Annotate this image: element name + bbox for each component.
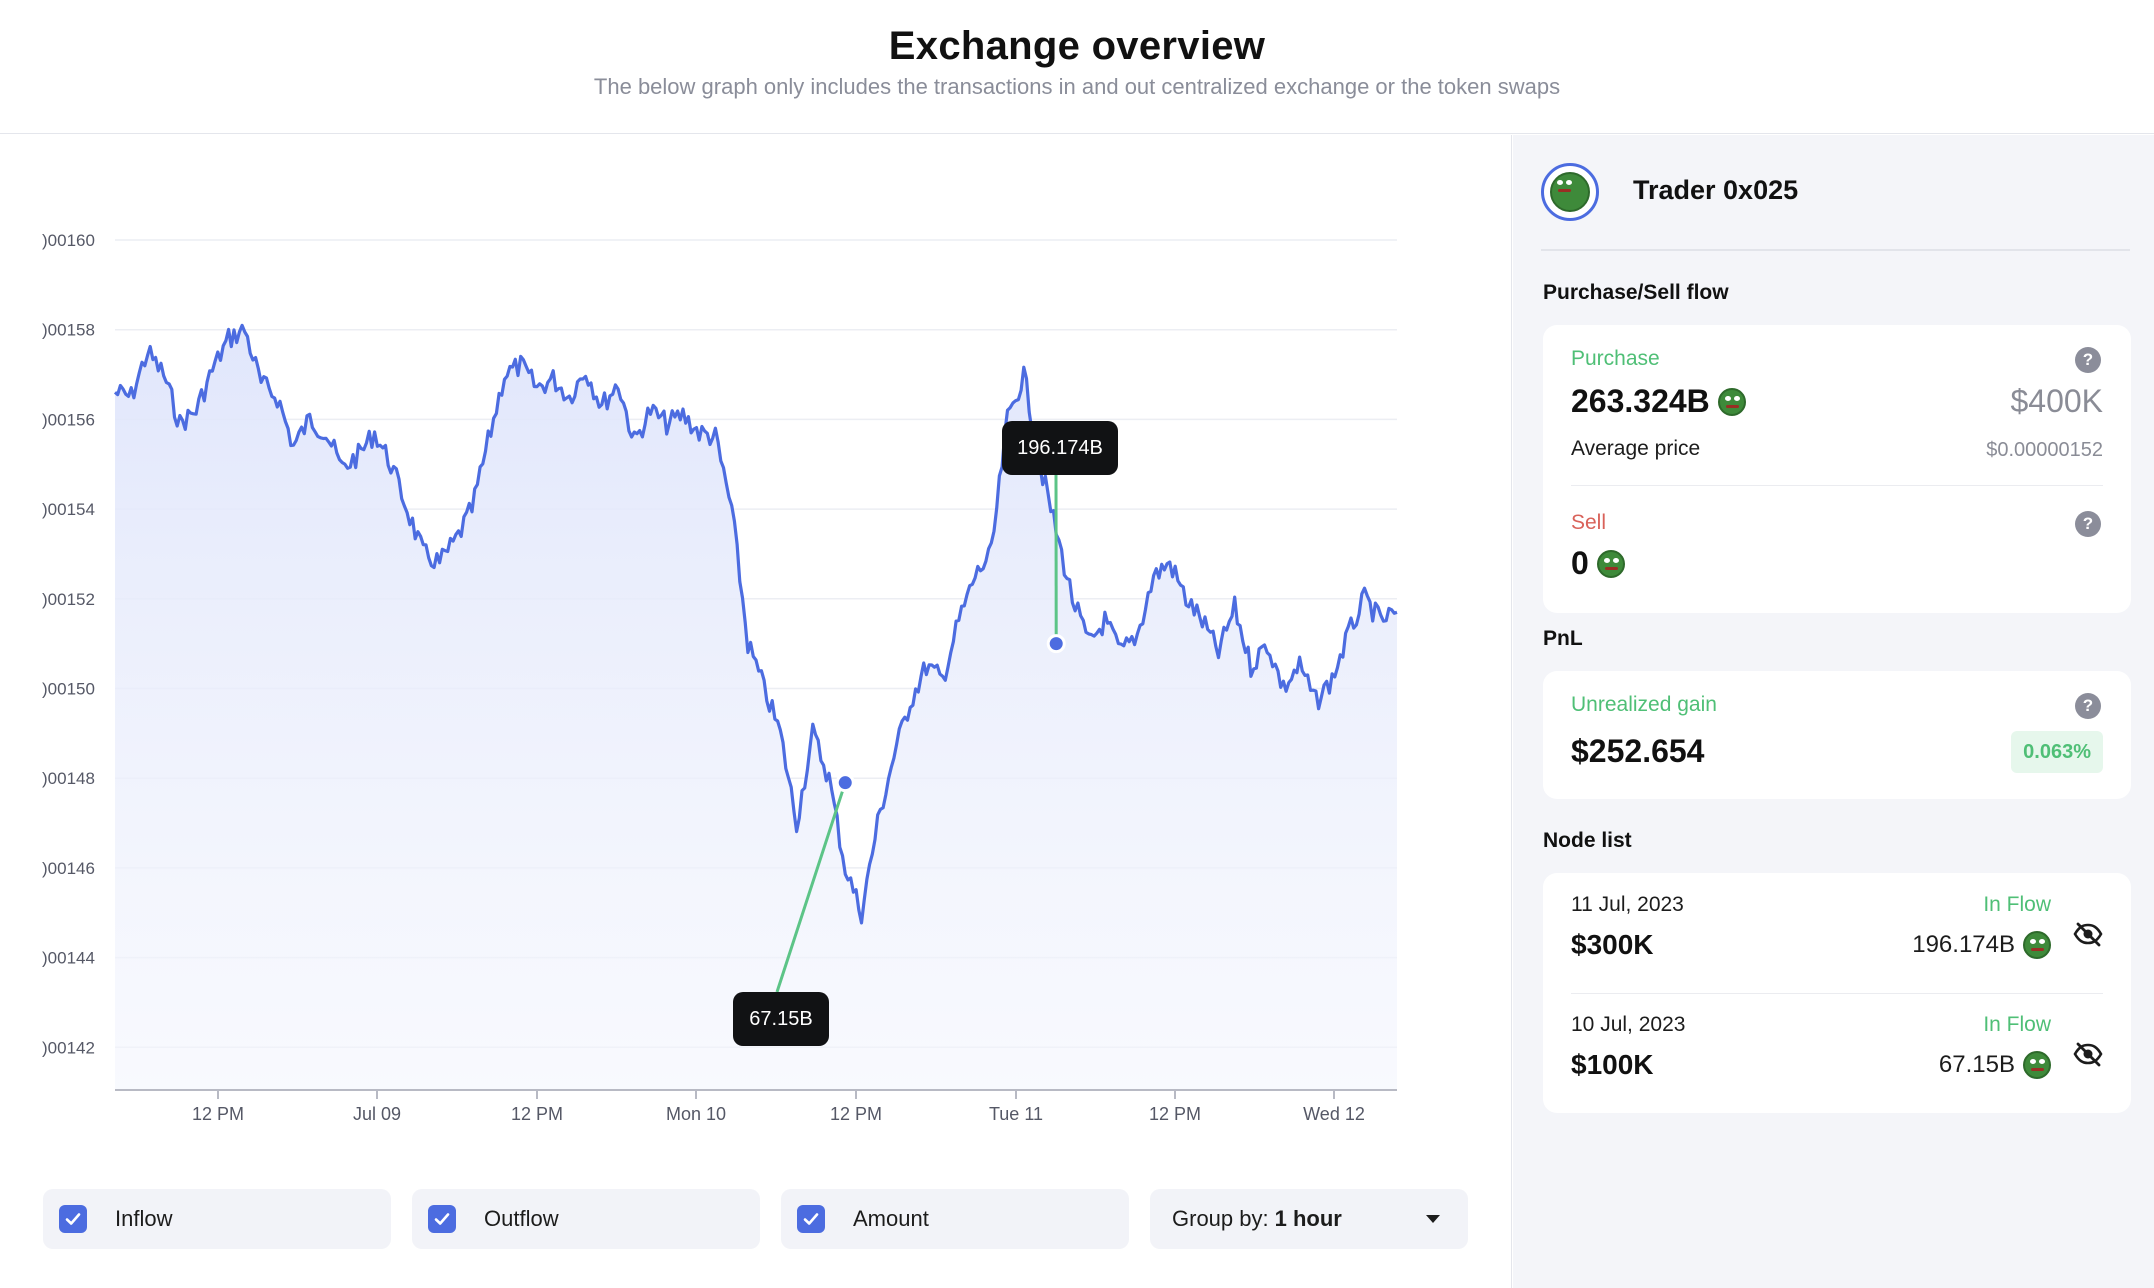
amount-label: Amount	[853, 1206, 929, 1231]
amount-toggle[interactable]: Amount	[781, 1189, 1129, 1249]
chart-tooltip-67: 67.15B	[733, 992, 829, 1046]
question-mark-icon[interactable]: ?	[2075, 347, 2101, 373]
chart-tooltip-196: 196.174B	[1002, 421, 1118, 475]
outflow-label: Outflow	[484, 1206, 559, 1231]
chart-series-line	[113, 323, 1398, 925]
sell-label: Sell	[1571, 511, 1607, 534]
page-header: Exchange overview The below graph only i…	[0, 0, 2154, 134]
y-tick-label: )00146	[42, 859, 95, 878]
inflow-label: Inflow	[115, 1206, 173, 1231]
average-price-value: $0.00000152	[1986, 439, 2103, 461]
unrealized-gain-value: $252.654	[1571, 733, 1705, 769]
list-item[interactable]: 10 Jul, 2023 In Flow $100K 67.15B	[1543, 993, 2131, 1113]
group-by-label: Group by:	[1172, 1206, 1269, 1231]
list-item[interactable]: 11 Jul, 2023 In Flow $300K 196.174B	[1543, 873, 2131, 993]
node-usd: $300K	[1571, 929, 1654, 960]
check-icon	[803, 1213, 819, 1225]
node-date: 10 Jul, 2023	[1571, 1013, 1686, 1036]
unrealized-gain-label: Unrealized gain	[1571, 693, 1717, 716]
amount-checkbox[interactable]	[797, 1205, 825, 1233]
outflow-toggle[interactable]: Outflow	[412, 1189, 760, 1249]
node-date: 11 Jul, 2023	[1571, 893, 1684, 916]
x-tick-label: 12 PM	[511, 1104, 563, 1124]
pnl-card: Unrealized gain ? $252.654 0.063%	[1543, 671, 2131, 799]
x-tick-label: 12 PM	[1149, 1104, 1201, 1124]
annotation-connector	[775, 782, 847, 993]
chart-area	[115, 325, 1397, 1090]
frog-token-icon	[2023, 1051, 2051, 1079]
group-by-value: 1 hour	[1274, 1206, 1342, 1231]
y-tick-label: )00156	[42, 410, 95, 429]
outflow-checkbox[interactable]	[428, 1205, 456, 1233]
purchase-amount: 263.324B	[1571, 383, 1710, 419]
node-flow: In Flow	[1983, 1013, 2051, 1036]
node-list-title: Node list	[1543, 829, 1632, 852]
pnl-title: PnL	[1543, 627, 1583, 650]
annotation-point	[835, 773, 855, 793]
page-subtitle: The below graph only includes the transa…	[593, 74, 1561, 99]
check-icon	[65, 1213, 81, 1225]
node-amount-row: 196.174B	[1912, 931, 2051, 959]
sell-amount-row: 0	[1571, 545, 1625, 582]
y-tick-label: )00148	[42, 769, 95, 788]
page-title: Exchange overview	[888, 24, 1266, 68]
frog-token-icon	[2023, 931, 2051, 959]
inflow-toggle[interactable]: Inflow	[43, 1189, 391, 1249]
exchange-chart[interactable]: )00160 )00158 )00156 )00154 )00152 )00150 )001…	[0, 135, 1512, 1175]
x-tick-label: Mon 10	[666, 1104, 726, 1124]
purchase-sell-card: Purchase ? 263.324B $400K Average price …	[1543, 325, 2131, 613]
y-tick-label: )00142	[42, 1038, 95, 1057]
group-by-dropdown[interactable]: Group by: 1 hour	[1150, 1189, 1468, 1249]
y-tick-label: )00144	[42, 949, 95, 968]
y-tick-label: )00154	[42, 500, 95, 519]
y-tick-label: )00158	[42, 321, 95, 340]
sidebar: Trader 0x025 Purchase/Sell flow Purchase…	[1513, 135, 2154, 1288]
node-flow: In Flow	[1983, 893, 2051, 916]
x-tick-label: Jul 09	[353, 1104, 401, 1124]
purchase-amount-row: 263.324B	[1571, 383, 1746, 420]
sell-amount: 0	[1571, 545, 1589, 581]
divider	[1571, 993, 2103, 994]
question-mark-icon[interactable]: ?	[2075, 511, 2101, 537]
y-tick-label: )00150	[42, 680, 95, 699]
gain-percent-badge: 0.063%	[2011, 731, 2103, 773]
x-tick-label: Wed 12	[1303, 1104, 1365, 1124]
eye-slash-icon[interactable]	[2073, 1041, 2103, 1067]
check-icon	[434, 1213, 450, 1225]
node-amount: 196.174B	[1912, 931, 2015, 958]
frog-token-icon	[1550, 172, 1590, 212]
frog-token-icon	[1717, 387, 1746, 416]
node-usd: $100K	[1571, 1049, 1654, 1080]
chart-panel: )00160 )00158 )00156 )00154 )00152 )00150 )001…	[0, 135, 1512, 1288]
x-tick-label: 12 PM	[192, 1104, 244, 1124]
avatar	[1541, 163, 1599, 221]
divider	[1571, 485, 2103, 486]
x-tick-label: 12 PM	[830, 1104, 882, 1124]
node-list-card: 11 Jul, 2023 In Flow $300K 196.174B 10 J…	[1543, 873, 2131, 1113]
annotation-point	[1046, 634, 1066, 654]
y-tick-label: )00160	[42, 231, 95, 250]
divider	[1541, 249, 2130, 251]
frog-token-icon	[1596, 549, 1625, 578]
purchase-sell-title: Purchase/Sell flow	[1543, 281, 1729, 304]
node-amount-row: 67.15B	[1939, 1051, 2051, 1079]
trader-name: Trader 0x025	[1633, 175, 1799, 205]
inflow-checkbox[interactable]	[59, 1205, 87, 1233]
x-tick-label: Tue 11	[989, 1104, 1043, 1124]
node-amount: 67.15B	[1938, 1051, 2015, 1078]
question-mark-icon[interactable]: ?	[2075, 693, 2101, 719]
caret-down-icon	[1426, 1215, 1440, 1223]
eye-slash-icon[interactable]	[2073, 921, 2103, 947]
average-price-label: Average price	[1571, 437, 1701, 460]
purchase-usd: $400K	[2010, 383, 2103, 419]
purchase-label: Purchase	[1571, 347, 1660, 370]
y-tick-label: )00152	[42, 590, 95, 609]
